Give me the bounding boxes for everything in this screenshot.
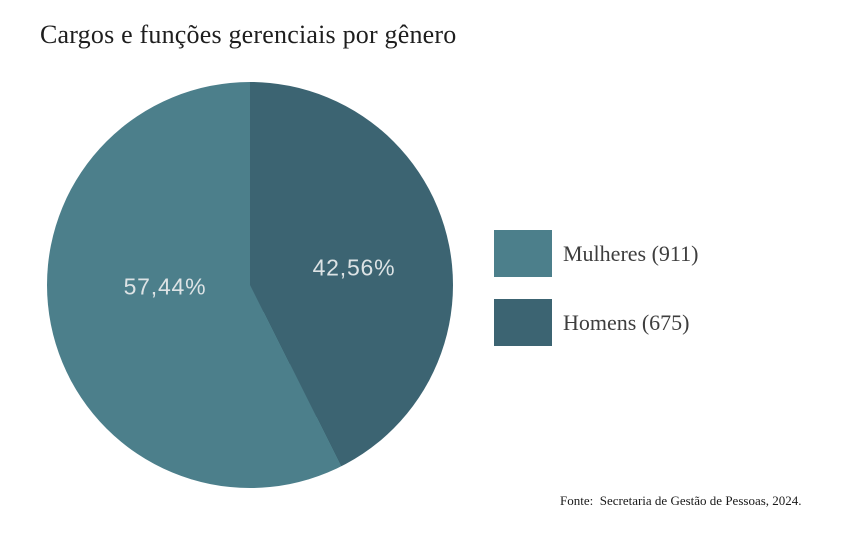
slice-label-homens: 42,56% (312, 254, 396, 281)
legend-swatch-mulheres (494, 230, 552, 277)
source-note: Fonte: Secretaria de Gestão de Pessoas, … (560, 493, 802, 508)
legend-swatch-homens (494, 299, 552, 346)
pie-circle (47, 82, 453, 488)
legend: Mulheres (911) Homens (675) (494, 230, 698, 368)
legend-label-mulheres: Mulheres (911) (563, 240, 699, 266)
legend-label-homens: Homens (675) (563, 309, 690, 335)
legend-item-mulheres: Mulheres (911) (494, 230, 698, 277)
legend-item-homens: Homens (675) (494, 299, 698, 346)
slice-label-mulheres: 57,44% (123, 273, 207, 300)
pie-chart: 57,44% 42,56% (47, 82, 453, 488)
chart-title: Cargos e funções gerenciais por gênero (40, 20, 457, 49)
